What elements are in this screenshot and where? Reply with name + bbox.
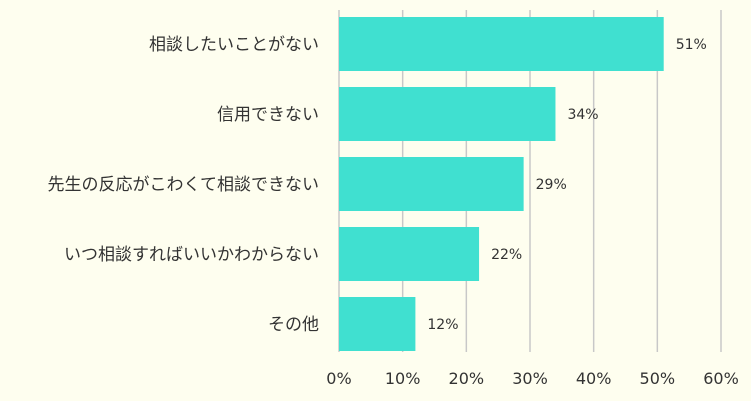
- bar-1: [339, 87, 556, 141]
- x-tick-label: 50%: [640, 369, 676, 388]
- x-tick-label: 0%: [326, 369, 351, 388]
- x-tick-label: 30%: [512, 369, 548, 388]
- category-label: いつ相談すればいいかわからない: [64, 245, 319, 265]
- value-label: 22%: [491, 247, 522, 263]
- value-label: 34%: [567, 107, 598, 123]
- bar-4: [339, 297, 416, 351]
- category-label: 相談したいことがない: [149, 35, 319, 55]
- category-label: 先生の反応がこわくて相談できない: [48, 175, 320, 195]
- bar-0: [339, 17, 664, 71]
- value-label: 51%: [676, 37, 707, 53]
- bar-2: [339, 157, 524, 211]
- value-label: 29%: [536, 177, 567, 193]
- x-tick-label: 40%: [576, 369, 612, 388]
- x-tick-label: 60%: [703, 369, 739, 388]
- value-label: 12%: [427, 317, 458, 333]
- x-tick-label: 10%: [385, 369, 421, 388]
- category-label: その他: [268, 315, 319, 335]
- bar-3: [339, 227, 480, 281]
- x-tick-label: 20%: [449, 369, 485, 388]
- category-label: 信用できない: [217, 105, 319, 125]
